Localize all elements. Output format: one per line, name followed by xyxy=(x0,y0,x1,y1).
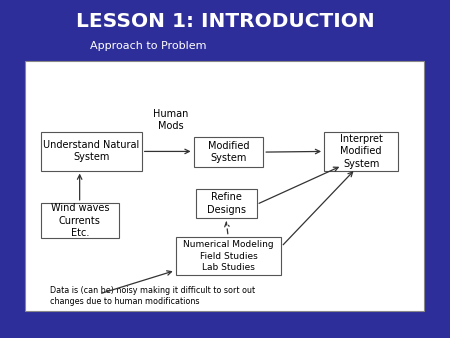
Text: Understand Natural
System: Understand Natural System xyxy=(43,140,139,163)
Text: Refine
Designs: Refine Designs xyxy=(207,192,246,215)
FancyBboxPatch shape xyxy=(176,237,281,275)
FancyBboxPatch shape xyxy=(40,132,142,171)
Text: Approach to Problem: Approach to Problem xyxy=(90,41,207,51)
Text: Modified
System: Modified System xyxy=(207,141,249,163)
FancyBboxPatch shape xyxy=(25,61,424,311)
Text: Numerical Modeling
Field Studies
Lab Studies: Numerical Modeling Field Studies Lab Stu… xyxy=(183,240,274,272)
Text: Interpret
Modified
System: Interpret Modified System xyxy=(340,134,382,169)
FancyBboxPatch shape xyxy=(324,132,398,171)
Text: Data is (can be) noisy making it difficult to sort out
changes due to human modi: Data is (can be) noisy making it difficu… xyxy=(50,286,255,306)
FancyBboxPatch shape xyxy=(196,189,256,218)
Text: Wind waves
Currents
Etc.: Wind waves Currents Etc. xyxy=(50,203,109,238)
Text: LESSON 1: INTRODUCTION: LESSON 1: INTRODUCTION xyxy=(76,13,374,31)
FancyBboxPatch shape xyxy=(194,137,263,167)
Text: Human
Mods: Human Mods xyxy=(153,109,189,131)
FancyBboxPatch shape xyxy=(40,203,119,238)
